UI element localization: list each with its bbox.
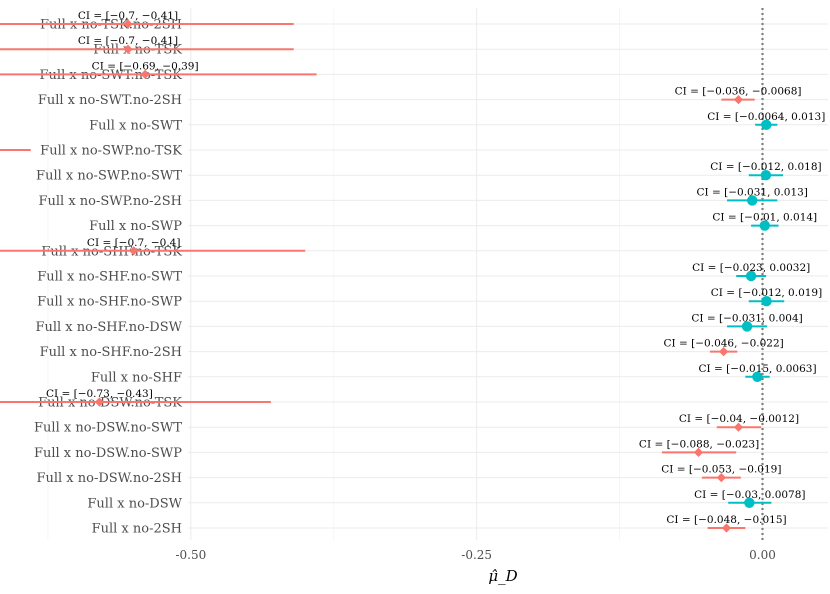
- ci-label: CI = [−0.088, −0.023]: [639, 438, 759, 450]
- forest-row: Full x no-SWT.no-TSKCI = [−0.69, −0.39]: [0, 60, 317, 83]
- estimate-point: [123, 44, 133, 54]
- estimate-point: [759, 220, 770, 231]
- row-label: Full x no-SHF.no-2SH: [40, 345, 182, 360]
- row-label: Full x no-SHF.no-SWT: [37, 270, 182, 285]
- forest-row: Full x no-SWP.no-SWT CI = [−0.012, 0.018]: [36, 161, 822, 184]
- estimate-point: [761, 119, 772, 130]
- estimate-point: [693, 447, 704, 457]
- row-label: Full x no-SWP.no-SWT: [36, 169, 182, 184]
- ci-label: CI = [−0.7, −0.4]: [87, 237, 181, 249]
- row-label: Full x no-SWT.no-2SH: [38, 93, 182, 108]
- forest-row: Full x no-SHF.no-SWP CI = [−0.012, 0.019]: [37, 287, 822, 310]
- estimate-point: [747, 195, 758, 206]
- ci-label: CI = [−0.036, −0.0068]: [675, 86, 802, 98]
- x-tick-label: 0.00: [749, 548, 776, 562]
- forest-row: Full x no-DSW CI = [−0.03, 0.0078]: [87, 489, 805, 512]
- estimate-point: [94, 397, 104, 407]
- ci-label: CI = [−0.01, 0.014]: [712, 212, 817, 224]
- estimate-point: [129, 246, 139, 256]
- forest-row: Full x no-SHF.no-DSW CI = [−0.031, 0.004]: [35, 312, 802, 335]
- forest-row: Full x no-SHF CI = [−0.015, 0.0063]: [91, 363, 817, 386]
- x-tick-label: -0.50: [175, 548, 206, 562]
- ci-label: CI = [−0.012, 0.019]: [711, 287, 822, 299]
- ci-label: CI = [−0.031, 0.004]: [691, 312, 802, 324]
- estimate-point: [744, 497, 755, 508]
- ci-label: CI = [−0.012, 0.018]: [710, 161, 821, 173]
- row-label: Full x no-SHF.no-SWP: [37, 295, 182, 310]
- forest-row: Full x no-SWT.no-2SH CI = [−0.036, −0.006…: [38, 86, 802, 109]
- row-label: Full x no-DSW.no-SWT: [34, 421, 182, 436]
- forest-row: Full x no-2SH CI = [−0.048, −0.015]: [92, 514, 787, 537]
- estimate-point: [733, 95, 744, 105]
- estimate-point: [123, 19, 133, 29]
- ci-label: CI = [−0.023, 0.0032]: [692, 262, 810, 274]
- forest-row: Full x no-SHF.no-SWT CI = [−0.023, 0.0032…: [37, 262, 810, 285]
- row-label: Full x no-2SH: [92, 522, 182, 537]
- forest-row: Full x no-SWP CI = [−0.01, 0.014]: [89, 212, 817, 235]
- forest-row: Full x no-SWP.no-TSKCI = [−0.94, −0.64]: [0, 144, 182, 159]
- row-label: Full x no-SWT: [89, 118, 182, 133]
- estimate-point: [752, 371, 763, 382]
- ci-label: CI = [−0.03, 0.0078]: [694, 489, 805, 501]
- ci-label: CI = [−0.69, −0.39]: [92, 60, 199, 72]
- ci-label: CI = [−0.031, 0.013]: [696, 186, 807, 198]
- forest-row: Full x no-DSW.no-SWP CI = [−0.088, −0.023…: [34, 438, 759, 461]
- x-tick-label: -0.25: [461, 548, 492, 562]
- estimate-point: [733, 422, 744, 432]
- ci-label: CI = [−0.73, −0.43]: [46, 388, 153, 400]
- ci-label: CI = [−0.015, 0.0063]: [698, 363, 816, 375]
- row-label: Full x no-SWP: [89, 219, 182, 234]
- forest-row: Full x no-DSW.no-TSKCI = [−0.73, −0.43]: [0, 388, 271, 411]
- forest-row: Full x no-SHF.no-2SH CI = [−0.046, −0.022…: [40, 338, 784, 361]
- row-label: Full x no-DSW: [87, 496, 182, 511]
- row-label: Full x no-DSW.no-2SH: [36, 471, 182, 486]
- x-axis-title: μ̂_D: [488, 567, 517, 585]
- ci-label: CI = [−0.0064, 0.013]: [707, 111, 825, 123]
- ci-label: CI = [−0.7, −0.41]: [78, 10, 178, 22]
- forest-row: Full x no-SHF.no-TSKCI = [−0.7, −0.4]: [0, 237, 306, 259]
- ci-label: CI = [−0.04, −0.0012]: [679, 413, 799, 425]
- forest-row: Full x no-SWP.no-2SH CI = [−0.031, 0.013]: [38, 186, 807, 209]
- forest-row: Full x no-DSW.no-SWT CI = [−0.04, −0.0012…: [34, 413, 799, 436]
- row-label: Full x no-SWP.no-2SH: [38, 194, 182, 209]
- estimate-point: [716, 473, 726, 483]
- x-axis: -0.75-0.50-0.250.00: [175, 548, 776, 562]
- forest-row: Full x no-DSW.no-2SH CI = [−0.053, −0.019…: [36, 464, 781, 487]
- ci-label: CI = [−0.046, −0.022]: [664, 338, 784, 350]
- estimate-point: [760, 170, 772, 181]
- estimate-point: [140, 69, 150, 79]
- estimate-point: [741, 321, 753, 332]
- row-label: Full x no-DSW.no-SWP: [34, 446, 182, 461]
- ci-label: CI = [−0.7, −0.41]: [78, 35, 178, 47]
- estimate-point: [719, 347, 729, 357]
- row-label: Full x no-SHF: [91, 370, 182, 385]
- row-label: Full x no-SWP.no-TSK: [40, 144, 182, 159]
- forest-row: Full x no-SWT CI = [−0.0064, 0.013]: [89, 111, 825, 134]
- estimate-point: [761, 296, 772, 307]
- forest-row: Full x no-TSKCI = [−0.7, −0.41]: [0, 35, 294, 58]
- estimate-point: [721, 523, 732, 533]
- estimate-point: [745, 270, 757, 282]
- row-label: Full x no-SHF.no-DSW: [35, 320, 182, 335]
- ci-label: CI = [−0.048, −0.015]: [666, 514, 786, 526]
- ci-label: CI = [−0.053, −0.019]: [661, 464, 781, 476]
